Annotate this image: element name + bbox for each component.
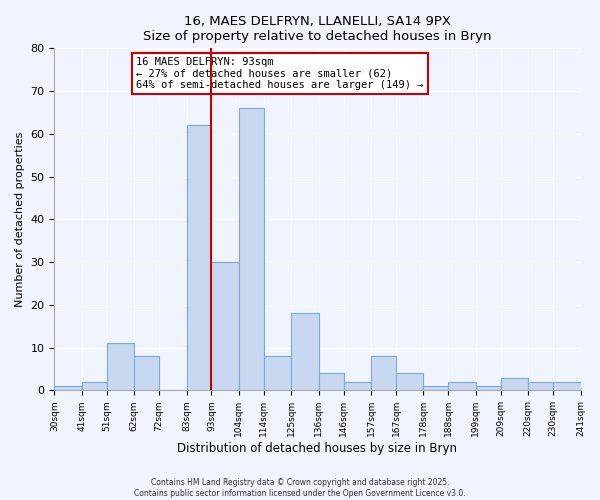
Bar <box>291 314 319 390</box>
Bar <box>264 356 291 390</box>
X-axis label: Distribution of detached houses by size in Bryn: Distribution of detached houses by size … <box>178 442 457 455</box>
Text: 16 MAES DELFRYN: 93sqm
← 27% of detached houses are smaller (62)
64% of semi-det: 16 MAES DELFRYN: 93sqm ← 27% of detached… <box>136 57 424 90</box>
Bar <box>344 382 371 390</box>
Title: 16, MAES DELFRYN, LLANELLI, SA14 9PX
Size of property relative to detached house: 16, MAES DELFRYN, LLANELLI, SA14 9PX Siz… <box>143 15 492 43</box>
Text: Contains HM Land Registry data © Crown copyright and database right 2025.
Contai: Contains HM Land Registry data © Crown c… <box>134 478 466 498</box>
Bar <box>134 356 159 390</box>
Bar <box>476 386 501 390</box>
Bar <box>107 344 134 390</box>
Bar <box>55 386 82 390</box>
Bar <box>528 382 553 390</box>
Bar <box>553 382 581 390</box>
Y-axis label: Number of detached properties: Number of detached properties <box>15 132 25 307</box>
Bar <box>396 373 424 390</box>
Bar <box>239 108 264 391</box>
Bar <box>371 356 396 390</box>
Bar <box>424 386 448 390</box>
Bar <box>448 382 476 390</box>
Bar <box>211 262 239 390</box>
Bar <box>82 382 107 390</box>
Bar <box>319 373 344 390</box>
Bar <box>187 126 211 390</box>
Bar <box>501 378 528 390</box>
